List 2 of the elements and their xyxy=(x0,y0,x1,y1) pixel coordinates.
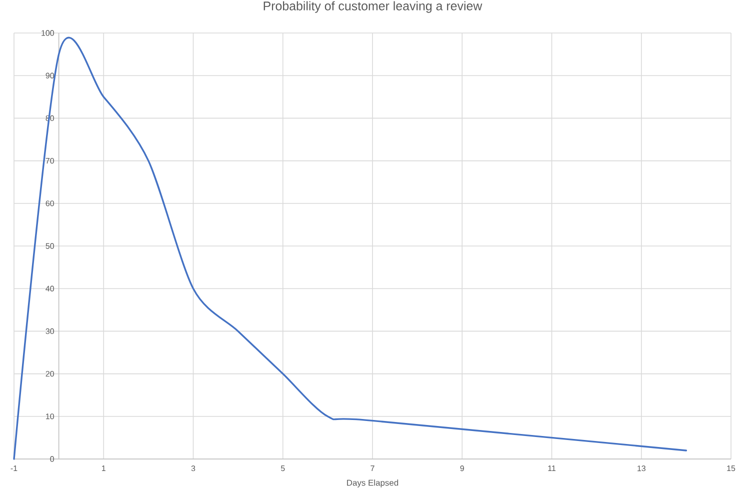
chart-title: Probability of customer leaving a review xyxy=(264,1,482,13)
x-axis-title: Days Elapsed xyxy=(347,480,398,488)
